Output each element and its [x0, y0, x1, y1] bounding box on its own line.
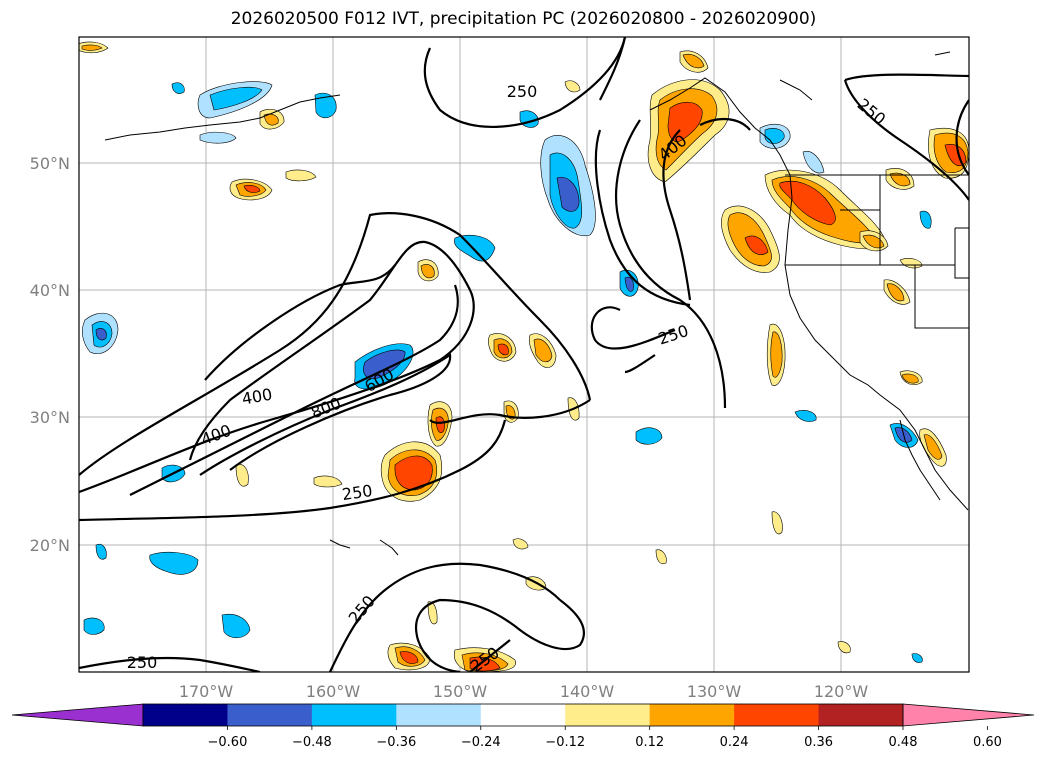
lon-label: 160°W	[306, 682, 361, 701]
colorbar-segment	[649, 704, 735, 726]
colorbar-extend-low	[11, 703, 144, 727]
positive-precip-blobs	[79, 41, 969, 672]
lon-label: 120°W	[814, 682, 869, 701]
colorbar-frame	[142, 703, 904, 727]
map-area: 250 250 400 250 400 400 800 600 250 250 …	[79, 37, 969, 672]
colorbar-tick-label: −0.24	[461, 735, 501, 750]
colorbar-tick-label: 0.24	[720, 735, 749, 750]
colorbar-tick-label: −0.48	[292, 735, 332, 750]
latitude-labels: 50°N 40°N 30°N 20°N	[30, 154, 70, 555]
colorbar: −0.60 −0.48 −0.36 −0.24 −0.12 0.12 0.24 0.36 0.4…	[11, 703, 1035, 750]
colorbar-segment	[734, 704, 820, 726]
contour-label: 250	[341, 481, 374, 504]
lat-label: 50°N	[30, 154, 70, 173]
lon-label: 170°W	[179, 682, 234, 701]
colorbar-segment	[143, 704, 228, 726]
map-frame	[78, 36, 970, 673]
chart-title: 2026020500 F012 IVT, precipitation PC (2…	[230, 9, 817, 29]
colorbar-segment	[311, 704, 397, 726]
lon-label: 140°W	[560, 682, 615, 701]
colorbar-tick-label: 0.48	[889, 735, 918, 750]
colorbar-tick-label: −0.12	[545, 735, 585, 750]
colorbar-segment	[396, 704, 482, 726]
longitude-labels: 170°W 160°W 150°W 140°W 130°W 120°W	[179, 682, 869, 701]
lat-label: 20°N	[30, 536, 70, 555]
contour-label: 250	[507, 82, 538, 101]
colorbar-segment	[480, 704, 566, 726]
colorbar-extend-high	[902, 703, 1035, 727]
colorbar-segment	[818, 704, 904, 726]
lon-label: 150°W	[433, 682, 488, 701]
contour-label: 250	[127, 653, 158, 672]
colorbar-tick-label: 0.60	[973, 735, 1002, 750]
colorbar-segment	[227, 704, 313, 726]
colorbar-tick-label: 0.36	[804, 735, 833, 750]
colorbar-tick-label: 0.12	[635, 735, 664, 750]
coastlines	[104, 51, 969, 556]
lat-label: 40°N	[30, 281, 70, 300]
lat-label: 30°N	[30, 408, 70, 427]
colorbar-tick-label: −0.36	[376, 735, 416, 750]
colorbar-tick-label: −0.60	[208, 735, 248, 750]
colorbar-segment	[565, 704, 651, 726]
lon-label: 130°W	[687, 682, 742, 701]
ivt-contours	[79, 37, 969, 672]
